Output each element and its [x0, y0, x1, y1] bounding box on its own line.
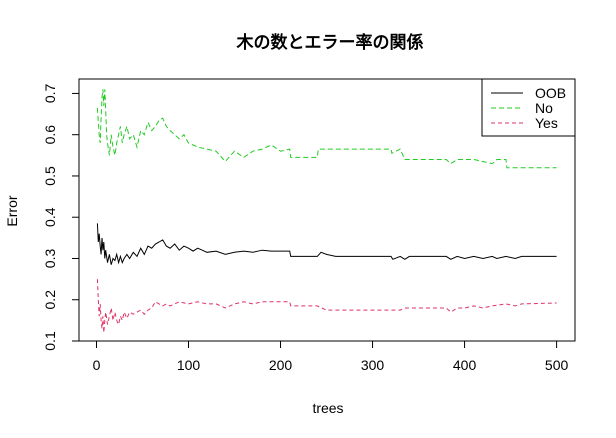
x-axis: 0 100 200 300 400 500 [93, 341, 569, 373]
x-tick-label: 300 [361, 357, 385, 373]
legend-box [481, 78, 576, 137]
y-tick-label: 0.7 [42, 83, 58, 103]
y-tick-label: 0.4 [42, 207, 58, 227]
x-tick-label: 100 [177, 357, 201, 373]
y-tick-label: 0.3 [42, 249, 58, 269]
x-tick-label: 0 [93, 357, 101, 373]
series-line-no [96, 89, 557, 169]
y-tick-label: 0.6 [42, 125, 58, 145]
legend-label-yes: Yes [535, 115, 558, 131]
plot-frame [78, 78, 576, 342]
legend-label-oob: OOB [535, 85, 566, 101]
series-lines [96, 89, 557, 333]
legend-label-no: No [535, 100, 553, 116]
y-tick-label: 0.1 [42, 331, 58, 351]
x-tick-label: 200 [269, 357, 293, 373]
x-tick-label: 400 [453, 357, 477, 373]
chart-title: 木の数とエラー率の関係 [236, 32, 424, 53]
y-tick-label: 0.2 [42, 290, 58, 310]
series-line-yes [96, 279, 557, 333]
series-line-oob [96, 223, 557, 265]
y-tick-label: 0.5 [42, 166, 58, 186]
y-axis: 0.1 0.2 0.3 0.4 0.5 0.6 0.7 [42, 83, 79, 351]
x-axis-label: trees [312, 400, 343, 416]
x-tick-label: 500 [545, 357, 569, 373]
y-axis-label: Error [4, 195, 20, 226]
